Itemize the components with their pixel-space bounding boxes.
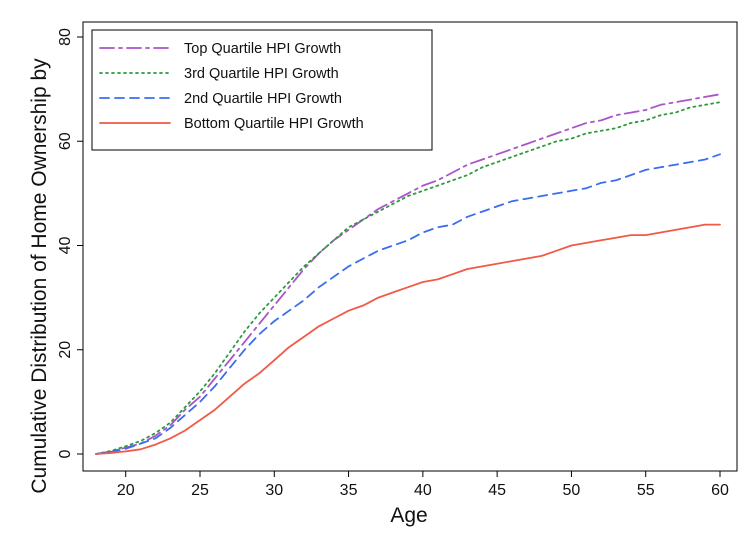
series-layer [95, 93, 721, 455]
x-tick-label: 35 [340, 482, 358, 499]
x-tick-label: 55 [637, 482, 655, 499]
legend-label-1: 3rd Quartile HPI Growth [184, 66, 339, 82]
legend-frame [91, 29, 433, 151]
x-tick-label: 40 [414, 482, 432, 499]
legend-label-3: Bottom Quartile HPI Growth [184, 116, 364, 132]
x-tick-label: 45 [488, 482, 506, 499]
legend-label-2: 2nd Quartile HPI Growth [184, 91, 342, 107]
series-line-2 [95, 153, 721, 455]
x-axis-title: Age [390, 504, 427, 527]
x-tick-label: 50 [563, 482, 581, 499]
y-axis: 0 20 40 60 80 [57, 28, 83, 458]
y-tick-label: 0 [57, 449, 74, 458]
y-axis-title: Cumulative Distribution of Home Ownershi… [28, 58, 51, 494]
y-tick-label: 20 [57, 341, 74, 359]
x-axis: 20 25 30 35 40 45 50 55 60 [117, 471, 729, 499]
series-line-1 [95, 101, 721, 455]
x-tick-label: 25 [191, 482, 209, 499]
x-tick-label: 30 [265, 482, 283, 499]
series-line-3 [95, 223, 721, 455]
legend: Top Quartile HPI Growth 3rd Quartile HPI … [91, 29, 433, 151]
y-tick-label: 40 [57, 237, 74, 255]
series-line-0 [95, 93, 721, 455]
y-tick-label: 60 [57, 132, 74, 150]
y-tick-label: 80 [57, 28, 74, 46]
x-tick-label: 20 [117, 482, 135, 499]
legend-label-0: Top Quartile HPI Growth [184, 41, 341, 57]
x-tick-label: 60 [711, 482, 729, 499]
